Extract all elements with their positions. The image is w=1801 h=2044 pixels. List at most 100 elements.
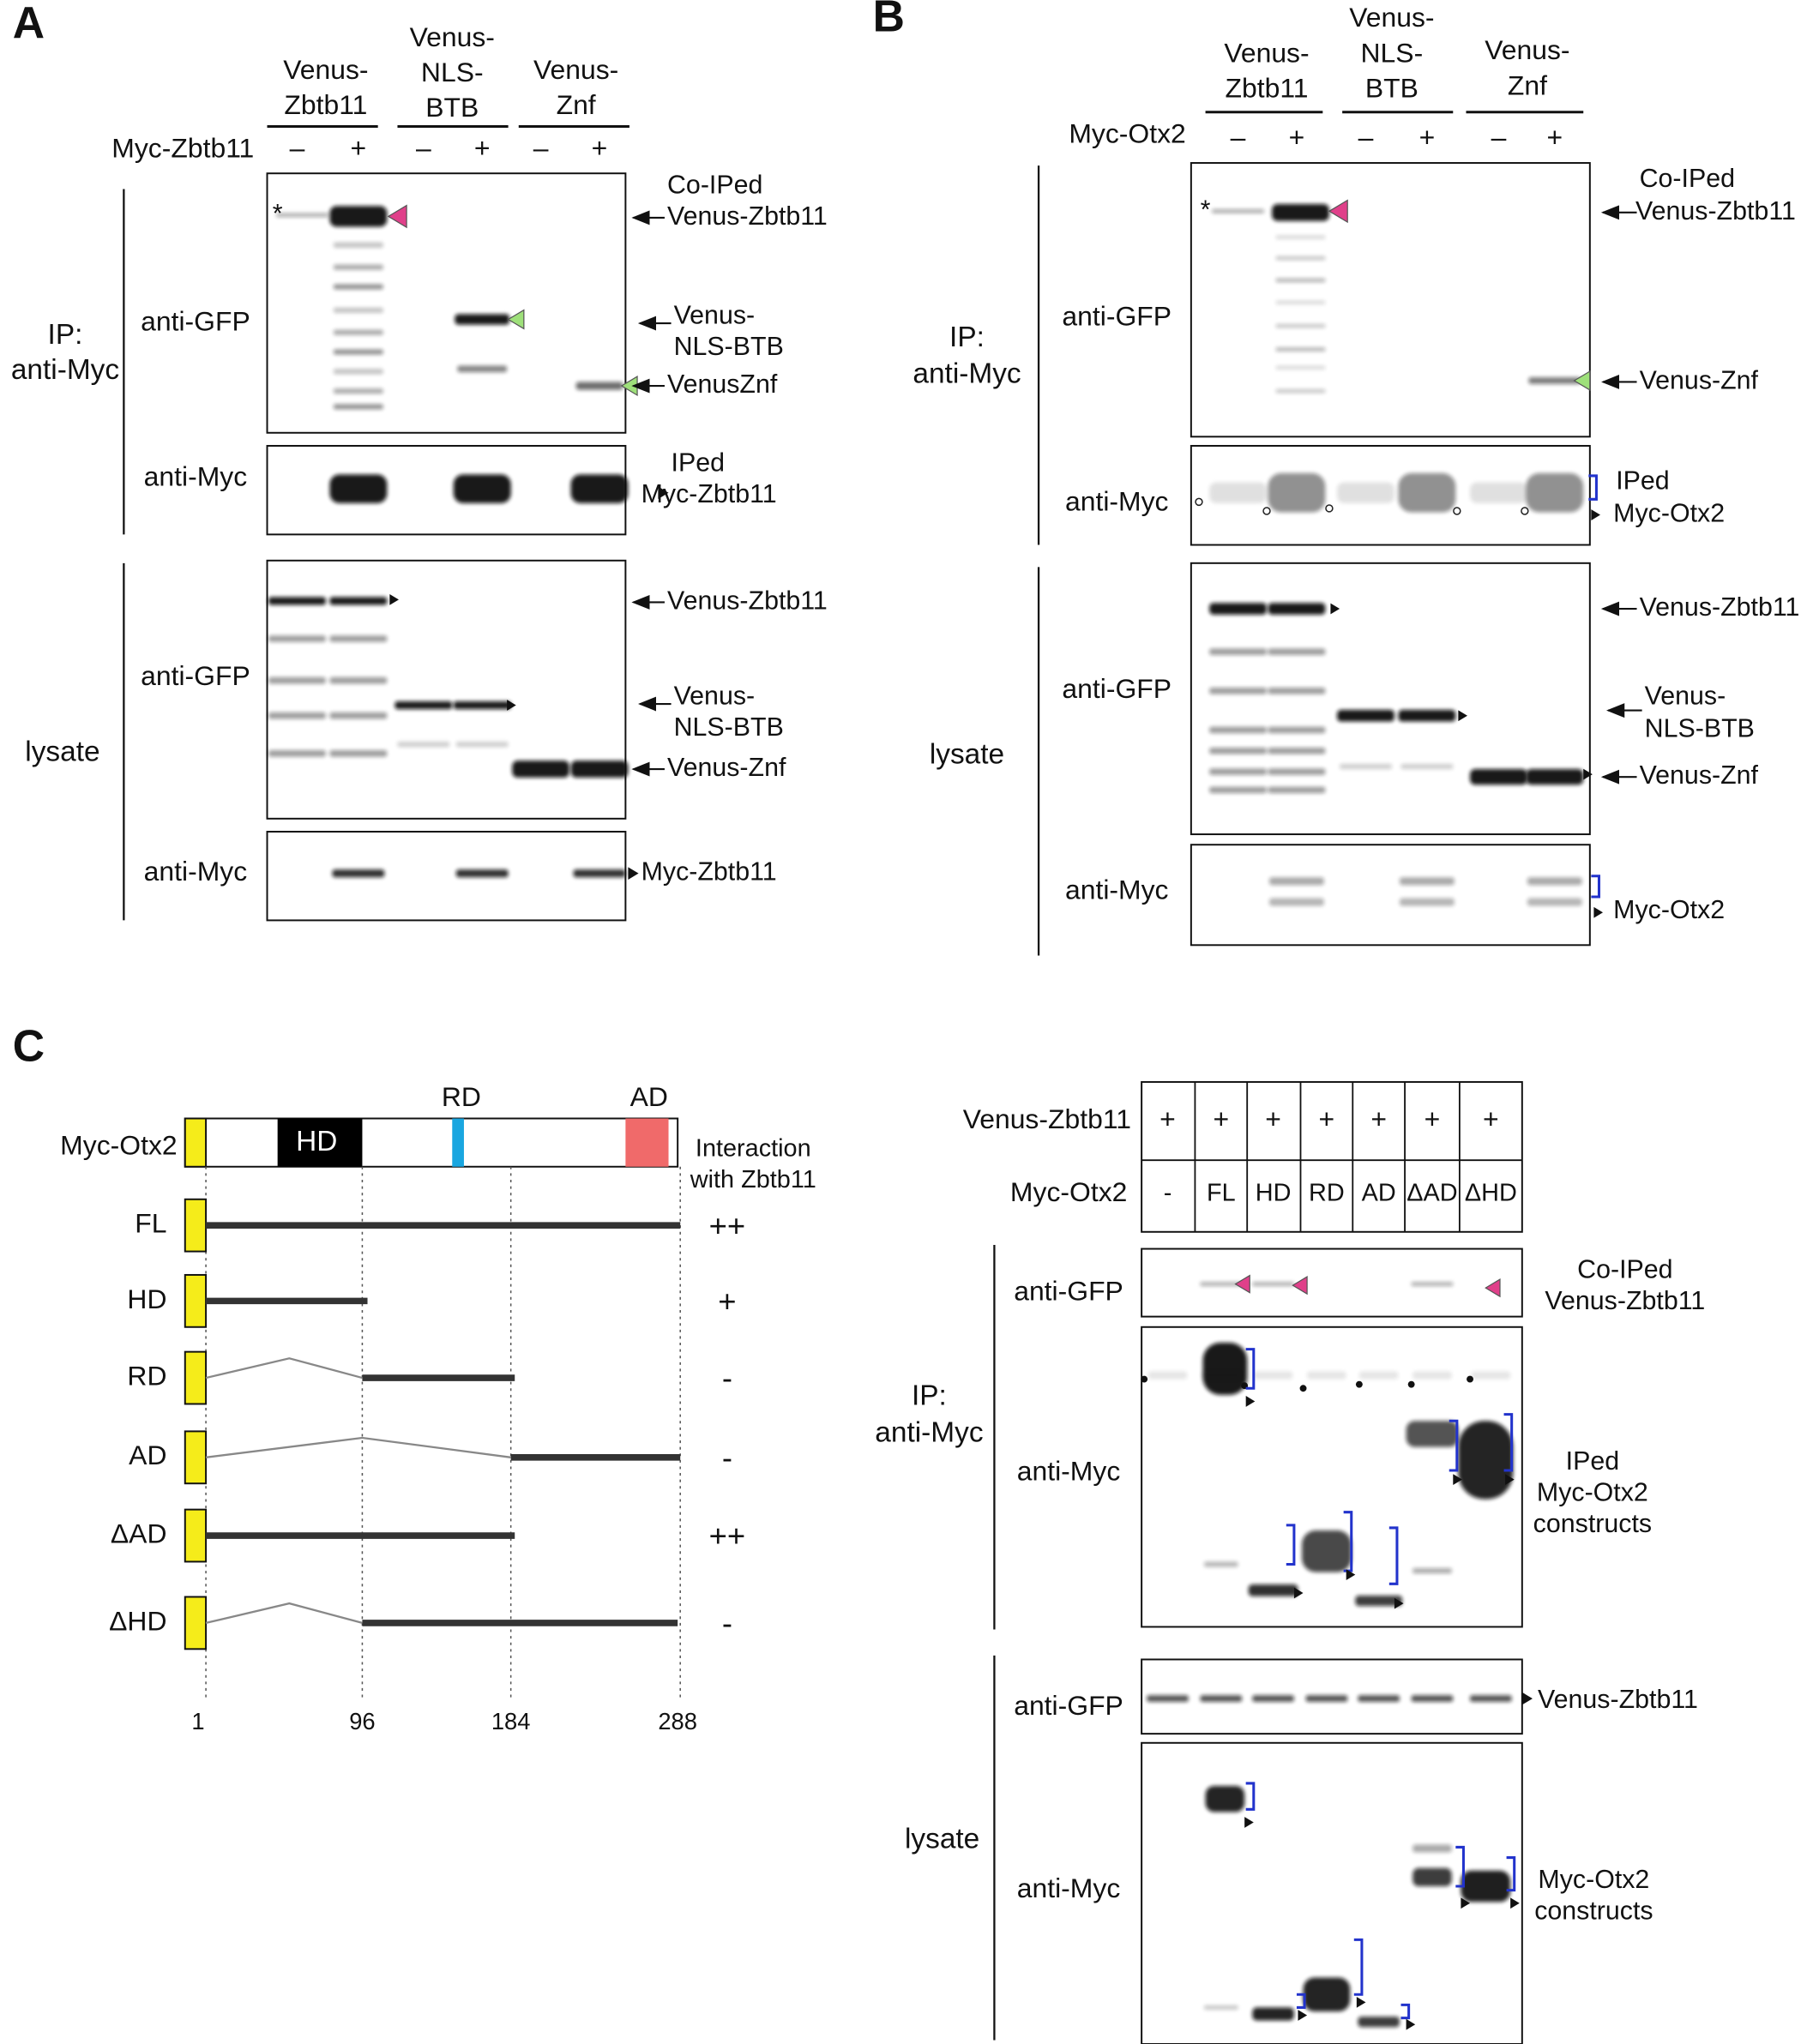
band — [1205, 1785, 1245, 1813]
band — [1412, 1568, 1452, 1574]
band — [276, 213, 328, 218]
sign: + — [1546, 122, 1563, 153]
panel-label: B — [873, 0, 905, 40]
band — [1358, 1695, 1400, 1702]
band — [1147, 1371, 1188, 1380]
band — [1212, 209, 1264, 213]
blot — [1141, 1741, 1523, 2044]
dot — [1325, 504, 1334, 513]
band — [455, 742, 509, 748]
band — [455, 314, 510, 325]
bracket — [1503, 1413, 1514, 1472]
construct-label: AD — [129, 1440, 166, 1470]
myc-tag — [184, 1430, 208, 1485]
annotation: Venus-Znf — [1640, 760, 1759, 790]
band — [1470, 482, 1527, 503]
domain-label: AD — [630, 1081, 668, 1112]
panel-label: A — [13, 0, 45, 47]
annotation: NLS-BTB — [674, 712, 784, 742]
annotation: Myc-Otx2 — [1613, 499, 1725, 528]
arrowhead-pink — [1292, 1276, 1308, 1296]
band — [1200, 1695, 1243, 1702]
band — [1337, 482, 1394, 503]
cell: ΔHD — [1465, 1179, 1517, 1206]
myc-tag — [184, 1198, 208, 1253]
band — [334, 329, 383, 335]
sign: + — [474, 132, 491, 163]
arrowhead — [1245, 1396, 1256, 1407]
interaction: - — [722, 1440, 732, 1475]
deletion — [205, 1357, 363, 1380]
lane-label: Venus- — [410, 21, 495, 52]
band — [1307, 1371, 1346, 1380]
band — [1275, 347, 1326, 352]
annotation: constructs — [1533, 1509, 1652, 1538]
band — [1275, 300, 1326, 305]
band — [1272, 203, 1329, 221]
row-label: Venus-Zbtb11 — [963, 1103, 1131, 1134]
annotation: Venus-Zbtb11 — [1640, 592, 1800, 622]
group-label: lysate — [905, 1824, 979, 1855]
band — [1527, 877, 1582, 886]
dot — [1299, 1385, 1307, 1392]
sign: + — [1419, 122, 1436, 153]
band — [1337, 709, 1394, 722]
bracket — [1296, 1993, 1306, 2009]
arrowhead — [1461, 1897, 1471, 1909]
position-label: 1 — [191, 1708, 204, 1734]
myc-tag — [184, 1596, 208, 1650]
lane-label: Venus- — [1485, 34, 1569, 65]
band — [334, 264, 383, 270]
band — [1209, 786, 1267, 794]
band — [1268, 747, 1326, 754]
table — [1141, 1080, 1523, 1233]
column-header: Interaction — [696, 1135, 811, 1163]
band — [1470, 769, 1527, 785]
band — [1209, 688, 1267, 694]
band — [332, 869, 385, 878]
bracket — [1455, 1845, 1465, 1888]
band — [1209, 747, 1267, 754]
band — [1399, 898, 1455, 906]
cell: + — [1319, 1103, 1335, 1134]
dot — [1467, 1375, 1473, 1383]
band — [334, 369, 383, 375]
sign: + — [592, 132, 608, 163]
arrowhead — [1330, 603, 1340, 615]
blot — [266, 559, 627, 820]
annotation: Co-IPed — [1640, 164, 1735, 193]
position-label: 184 — [491, 1708, 531, 1734]
lane-label: Znf — [1508, 69, 1547, 100]
arrowhead — [628, 867, 639, 880]
band — [1209, 603, 1267, 615]
arrowhead-green — [507, 309, 525, 330]
cell: - — [1164, 1179, 1172, 1206]
interaction: ++ — [709, 1208, 746, 1243]
band — [1275, 365, 1326, 370]
annotation: Venus-Znf — [1640, 366, 1759, 395]
group-label: IP: — [912, 1380, 947, 1412]
arrowhead — [507, 700, 516, 711]
band — [395, 700, 453, 710]
arrowhead — [1406, 2018, 1416, 2030]
lane-label: Venus- — [283, 54, 368, 85]
lane-label: NLS- — [1361, 37, 1424, 68]
group-label: IP: — [949, 322, 985, 353]
band — [1412, 1867, 1452, 1887]
cell: + — [1160, 1103, 1176, 1134]
lane-label: Venus- — [1349, 2, 1434, 33]
probe-label: anti-GFP — [141, 305, 250, 336]
band — [268, 597, 326, 605]
lane-label: Venus- — [1224, 37, 1309, 68]
interaction: + — [718, 1284, 736, 1319]
arrowhead — [1510, 1897, 1520, 1909]
band — [1355, 1595, 1403, 1607]
arrowhead-pink — [1485, 1278, 1501, 1298]
blot — [1190, 444, 1591, 546]
arrowhead — [1583, 768, 1593, 780]
sign: – — [416, 132, 431, 163]
band — [570, 760, 629, 778]
band — [334, 284, 383, 290]
band — [1412, 1371, 1452, 1380]
